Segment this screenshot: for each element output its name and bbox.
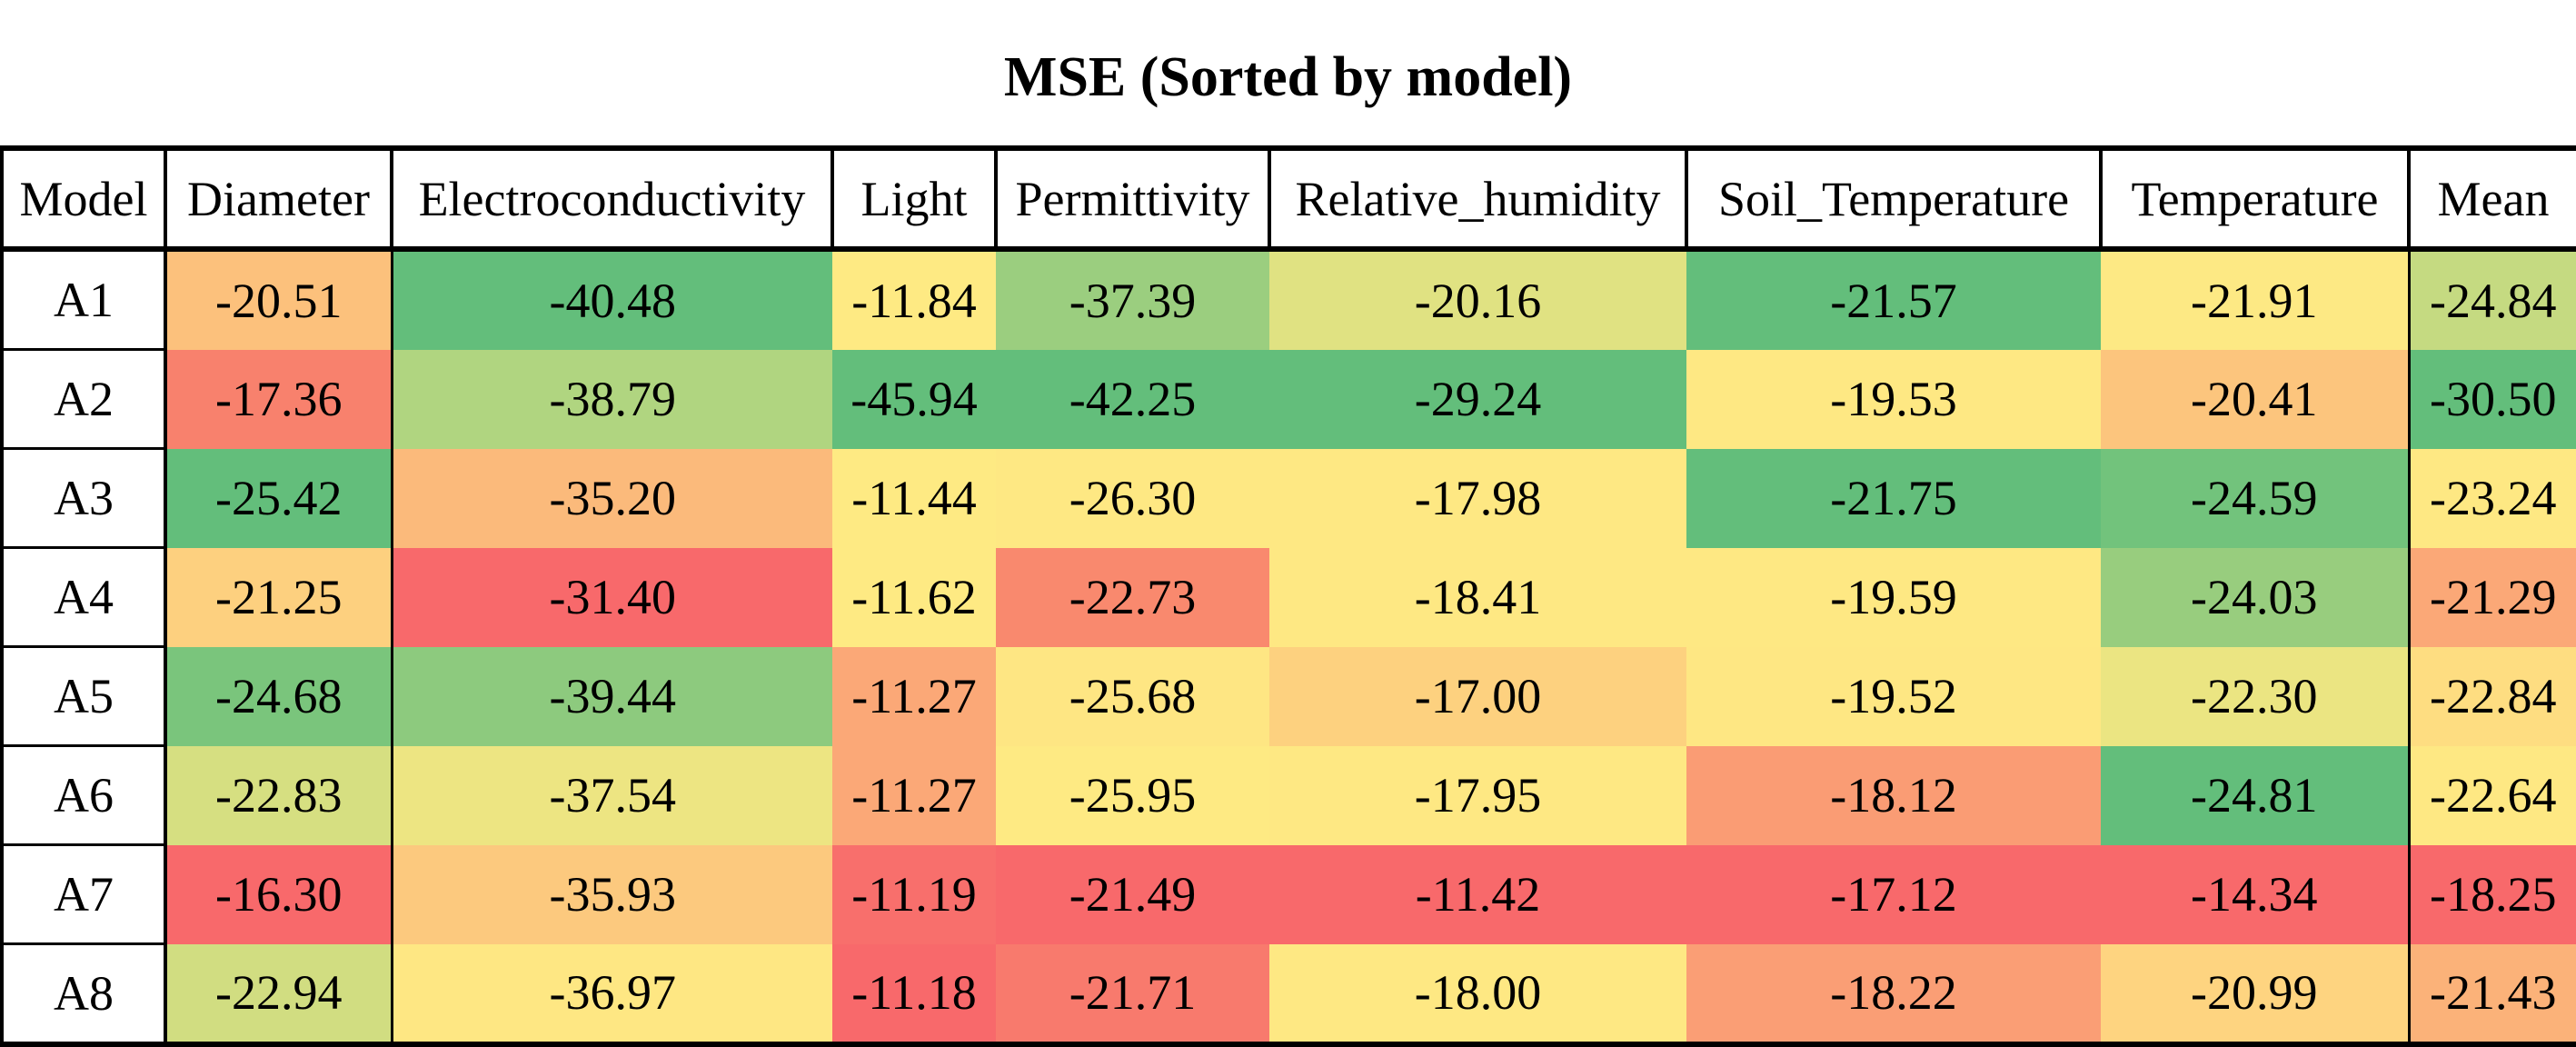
model-cell: A4 (0, 547, 167, 648)
table-row: A2 -17.36 -38.79 -45.94 -42.25 -29.24 -19.53 -2… (0, 349, 2576, 450)
soil-temperature-cell: -21.57 (1686, 249, 2101, 350)
permittivity-cell: -42.25 (996, 349, 1269, 449)
permittivity-cell: -21.49 (996, 844, 1269, 944)
light-cell: -11.19 (832, 844, 996, 944)
relative-humidity-cell: -17.00 (1269, 646, 1686, 746)
temperature-cell: -21.91 (2101, 249, 2411, 350)
header-mean: Mean (2407, 145, 2576, 252)
light-cell: -45.94 (832, 349, 996, 449)
header-electroconductivity: Electroconductivity (390, 145, 834, 252)
temperature-cell: -24.59 (2101, 448, 2411, 548)
temperature-cell: -14.34 (2101, 844, 2411, 944)
soil-temperature-cell: -19.53 (1686, 349, 2101, 449)
permittivity-cell: -26.30 (996, 448, 1269, 548)
permittivity-cell: -25.95 (996, 745, 1269, 845)
relative-humidity-cell: -18.00 (1269, 943, 1686, 1047)
mean-cell: -22.64 (2409, 745, 2576, 845)
mean-cell: -21.43 (2409, 943, 2576, 1047)
table-row: A6 -22.83 -37.54 -11.27 -25.95 -17.95 -18.12 -2… (0, 745, 2576, 846)
electroconductivity-cell: -35.20 (392, 448, 832, 548)
header-relative-humidity: Relative_humidity (1268, 145, 1688, 252)
permittivity-cell: -25.68 (996, 646, 1269, 746)
soil-temperature-cell: -19.59 (1686, 547, 2101, 647)
soil-temperature-cell: -18.12 (1686, 745, 2101, 845)
chart-title: MSE (Sorted by model) (1003, 46, 1573, 108)
light-cell: -11.62 (832, 547, 996, 647)
soil-temperature-cell: -21.75 (1686, 448, 2101, 548)
relative-humidity-cell: -11.42 (1269, 844, 1686, 944)
header-row: Model Diameter Electroconductivity Light… (0, 145, 2576, 252)
diameter-cell: -25.42 (165, 448, 393, 548)
permittivity-cell: -22.73 (996, 547, 1269, 647)
header-model: Model (0, 145, 167, 252)
electroconductivity-cell: -40.48 (392, 249, 832, 350)
temperature-cell: -20.99 (2101, 943, 2411, 1047)
mean-cell: -21.29 (2409, 547, 2576, 647)
model-cell: A6 (0, 745, 167, 846)
permittivity-cell: -21.71 (996, 943, 1269, 1047)
model-cell: A3 (0, 448, 167, 549)
temperature-cell: -22.30 (2101, 646, 2411, 746)
light-cell: -11.44 (832, 448, 996, 548)
relative-humidity-cell: -29.24 (1269, 349, 1686, 449)
light-cell: -11.84 (832, 249, 996, 350)
table-row: A7 -16.30 -35.93 -11.19 -21.49 -11.42 -17.12 -1… (0, 844, 2576, 945)
soil-temperature-cell: -19.52 (1686, 646, 2101, 746)
electroconductivity-cell: -38.79 (392, 349, 832, 449)
permittivity-cell: -37.39 (996, 249, 1269, 350)
table-row: A8 -22.94 -36.97 -11.18 -21.71 -18.00 -18.22 -2… (0, 943, 2576, 1047)
model-cell: A7 (0, 844, 167, 945)
temperature-cell: -24.03 (2101, 547, 2411, 647)
mean-cell: -18.25 (2409, 844, 2576, 944)
electroconductivity-cell: -37.54 (392, 745, 832, 845)
temperature-cell: -24.81 (2101, 745, 2411, 845)
soil-temperature-cell: -17.12 (1686, 844, 2101, 944)
table-row: A4 -21.25 -31.40 -11.62 -22.73 -18.41 -19.59 -2… (0, 547, 2576, 648)
table-row: A1 -20.51 -40.48 -11.84 -37.39 -20.16 -21.57 -2… (0, 249, 2576, 351)
header-temperature: Temperature (2099, 145, 2411, 252)
header-soil-temperature: Soil_Temperature (1685, 145, 2103, 252)
diameter-cell: -21.25 (165, 547, 393, 647)
mean-cell: -22.84 (2409, 646, 2576, 746)
relative-humidity-cell: -17.95 (1269, 745, 1686, 845)
light-cell: -11.27 (832, 646, 996, 746)
relative-humidity-cell: -20.16 (1269, 249, 1686, 350)
model-cell: A5 (0, 646, 167, 747)
mean-cell: -30.50 (2409, 349, 2576, 449)
light-cell: -11.27 (832, 745, 996, 845)
diameter-cell: -22.83 (165, 745, 393, 845)
mse-table: Model Diameter Electroconductivity Light… (0, 145, 2576, 1047)
electroconductivity-cell: -31.40 (392, 547, 832, 647)
diameter-cell: -16.30 (165, 844, 393, 944)
model-cell: A1 (0, 249, 167, 351)
table-row: A3 -25.42 -35.20 -11.44 -26.30 -17.98 -21.75 -2… (0, 448, 2576, 549)
model-cell: A8 (0, 943, 167, 1047)
model-cell: A2 (0, 349, 167, 450)
electroconductivity-cell: -39.44 (392, 646, 832, 746)
diameter-cell: -20.51 (165, 249, 393, 350)
diameter-cell: -17.36 (165, 349, 393, 449)
mean-cell: -23.24 (2409, 448, 2576, 548)
diameter-cell: -24.68 (165, 646, 393, 746)
header-permittivity: Permittivity (994, 145, 1271, 252)
diameter-cell: -22.94 (165, 943, 393, 1047)
header-diameter: Diameter (164, 145, 393, 252)
header-light: Light (830, 145, 998, 252)
electroconductivity-cell: -35.93 (392, 844, 832, 944)
table-row: A5 -24.68 -39.44 -11.27 -25.68 -17.00 -19.52 -2… (0, 646, 2576, 747)
mean-cell: -24.84 (2409, 249, 2576, 350)
electroconductivity-cell: -36.97 (392, 943, 832, 1047)
soil-temperature-cell: -18.22 (1686, 943, 2101, 1047)
light-cell: -11.18 (832, 943, 996, 1047)
relative-humidity-cell: -17.98 (1269, 448, 1686, 548)
relative-humidity-cell: -18.41 (1269, 547, 1686, 647)
temperature-cell: -20.41 (2101, 349, 2411, 449)
